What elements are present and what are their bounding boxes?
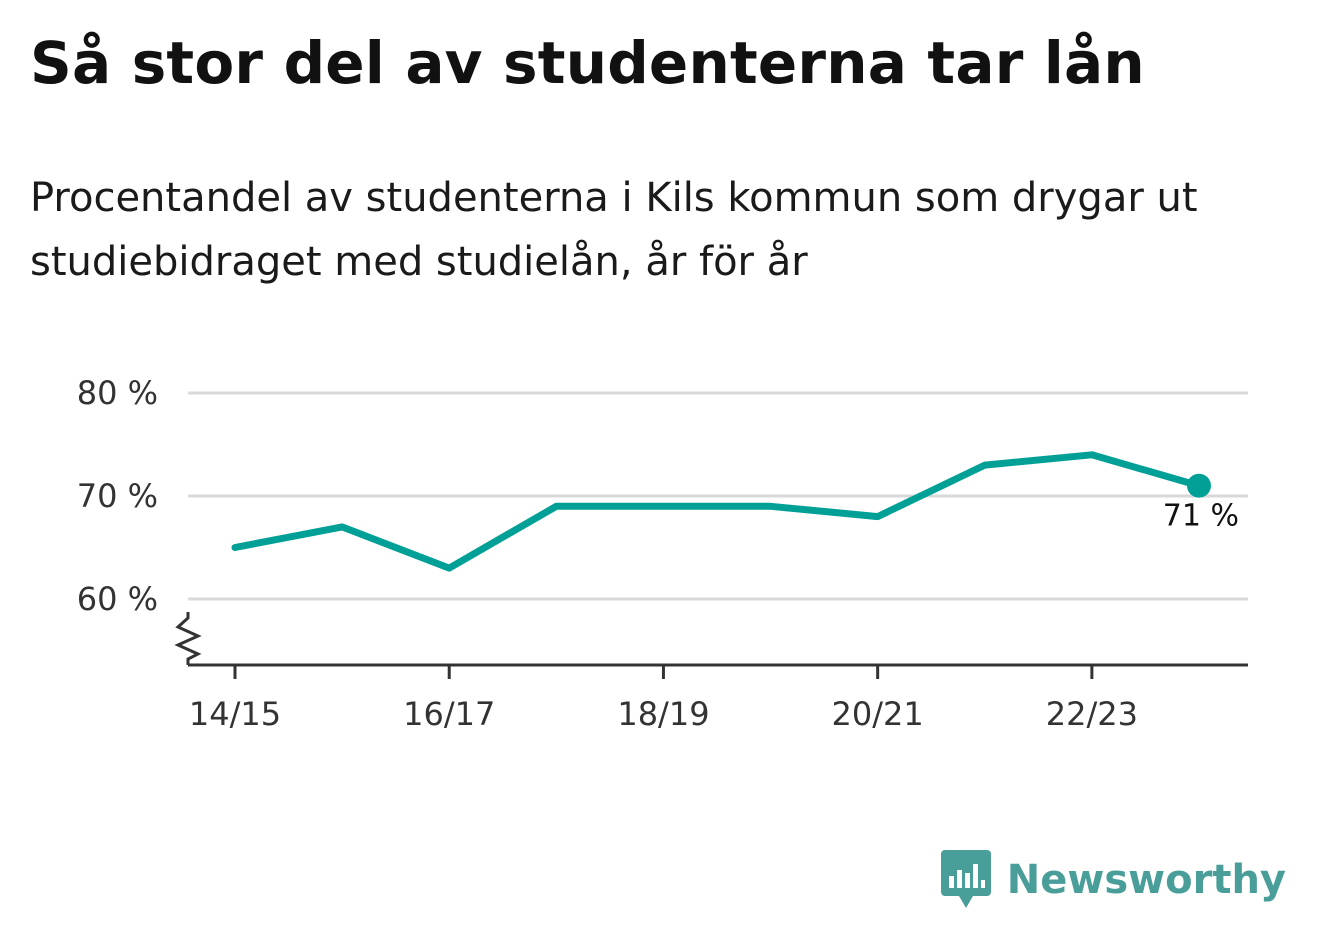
y-tick-label: 70 %: [77, 477, 158, 515]
chart-title: Så stor del av studenterna tar lån: [30, 29, 1145, 97]
x-tick-label: 20/21: [832, 695, 924, 733]
x-tick-label: 16/17: [403, 695, 495, 733]
last-point-marker: [1186, 473, 1211, 498]
series-line: [231, 451, 1203, 572]
y-tick-label: 80 %: [77, 374, 158, 412]
last-value-label: 71 %: [1163, 499, 1239, 534]
newsworthy-logo-icon: [940, 850, 991, 908]
x-tick-label: 14/15: [189, 695, 281, 733]
x-tick-label: 22/23: [1046, 695, 1138, 733]
axis-break-icon: [174, 612, 202, 665]
logo-text: Newsworthy: [1006, 857, 1286, 903]
newsworthy-logo: Newsworthy: [940, 850, 1286, 910]
y-tick-label: 60 %: [77, 580, 158, 618]
chart-subtitle: Procentandel av studenterna i Kils kommu…: [30, 175, 1198, 285]
x-tick-label: 18/19: [617, 695, 709, 733]
